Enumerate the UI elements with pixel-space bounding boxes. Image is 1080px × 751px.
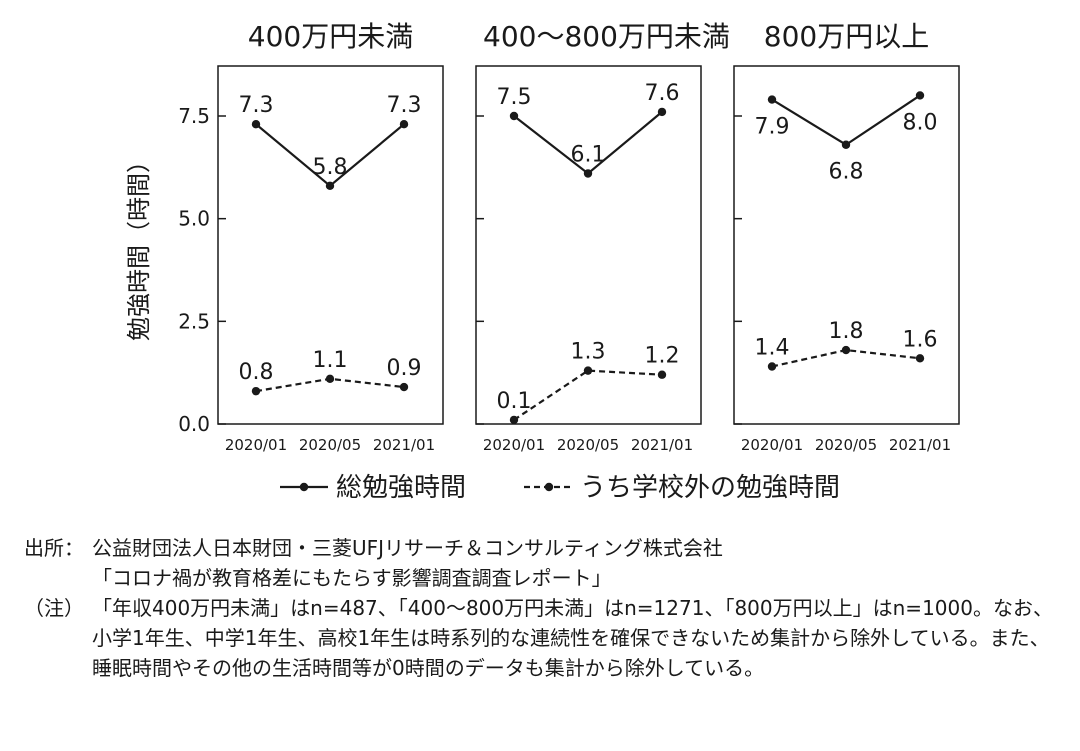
data-label-total: 7.6: [645, 81, 680, 106]
data-point-outside: [657, 370, 667, 379]
data-point-total: [583, 169, 593, 178]
note-row: （注） 「年収400万円未満」はn=487、「400～800万円未満」はn=12…: [24, 593, 1064, 683]
x-tick-label: 2021/01: [631, 436, 693, 454]
data-point-total: [251, 120, 261, 129]
notes: 出所： 公益財団法人日本財団・三菱UFJリサーチ＆コンサルティング株式会社 「コ…: [24, 533, 1064, 683]
data-point-outside: [251, 386, 261, 396]
panel-frame: [733, 65, 960, 425]
data-point-total: [657, 107, 667, 117]
series-line-outside: [513, 369, 663, 421]
panel-frame: [217, 65, 444, 425]
data-point-outside: [767, 362, 777, 371]
data-point-outside: [325, 374, 335, 384]
data-label-total: 5.8: [313, 155, 348, 180]
data-point-total: [509, 111, 519, 121]
data-label-outside: 1.4: [755, 336, 790, 361]
data-point-outside: [399, 382, 409, 392]
data-label-total: 7.3: [239, 93, 274, 118]
legend-marker-outside: [544, 482, 554, 492]
data-point-outside: [509, 415, 519, 425]
data-label-outside: 1.3: [571, 340, 606, 365]
y-axis-label: 勉強時間（時間）: [125, 149, 153, 341]
data-label-total: 6.1: [571, 142, 606, 167]
data-point-outside: [841, 345, 851, 355]
data-label-total: 7.5: [497, 85, 532, 110]
y-tick-label: 7.5: [178, 104, 210, 128]
note-text: 「年収400万円未満」はn=487、「400～800万円未満」はn=1271、「…: [92, 596, 1053, 680]
data-label-outside: 0.8: [239, 360, 274, 385]
data-point-total: [399, 120, 409, 129]
x-tick-label: 2021/01: [373, 436, 435, 454]
chart: 勉強時間（時間） 0.0 2.5 5.0 7.5 400万円未満 2020/01 2020/0…: [125, 20, 960, 503]
x-tick-label: 2020/05: [299, 436, 361, 454]
data-point-total: [325, 181, 335, 191]
source-line-1: 公益財団法人日本財団・三菱UFJリサーチ＆コンサルティング株式会社: [92, 536, 723, 560]
data-point-total: [767, 95, 777, 104]
x-tick-label: 2020/05: [557, 436, 619, 454]
series-line-total: [771, 94, 921, 147]
data-point-outside: [583, 366, 593, 375]
data-label-total: 7.3: [387, 93, 422, 118]
data-label-total: 7.9: [755, 115, 790, 140]
panel-title: 800万円以上: [764, 20, 929, 53]
legend-label-outside: うち学校外の勉強時間: [580, 473, 840, 503]
data-label-outside: 1.1: [313, 348, 348, 373]
data-label-outside: 0.1: [497, 389, 532, 414]
x-tick-label: 2021/01: [889, 436, 951, 454]
x-tick-label: 2020/01: [225, 436, 287, 454]
panel-frame: [475, 65, 702, 425]
panel-title: 400～800万円未満: [483, 20, 730, 53]
legend-marker-total: [299, 482, 309, 492]
source-line-2: 「コロナ禍が教育格差にもたらす影響調査調査レポート」: [92, 566, 612, 590]
source-row: 出所： 公益財団法人日本財団・三菱UFJリサーチ＆コンサルティング株式会社 「コ…: [24, 533, 1064, 593]
data-label-outside: 0.9: [387, 356, 422, 381]
data-label-outside: 1.2: [645, 344, 680, 369]
y-tick-label: 0.0: [178, 412, 210, 436]
x-tick-label: 2020/01: [741, 436, 803, 454]
legend-label-total: 総勉強時間: [336, 473, 466, 503]
data-point-total: [915, 91, 925, 100]
panel-title: 400万円未満: [248, 20, 413, 53]
data-point-outside: [915, 354, 925, 363]
data-point-total: [841, 140, 851, 149]
data-label-total: 6.8: [829, 160, 864, 185]
y-tick-label: 5.0: [178, 207, 210, 231]
x-tick-label: 2020/05: [815, 436, 877, 454]
data-label-total: 8.0: [903, 110, 938, 135]
note-label: （注）: [24, 596, 84, 620]
data-label-outside: 1.6: [903, 327, 938, 352]
y-tick-label: 2.5: [178, 309, 210, 333]
source-label: 出所：: [24, 536, 84, 560]
x-tick-label: 2020/01: [483, 436, 545, 454]
data-label-outside: 1.8: [829, 319, 864, 344]
